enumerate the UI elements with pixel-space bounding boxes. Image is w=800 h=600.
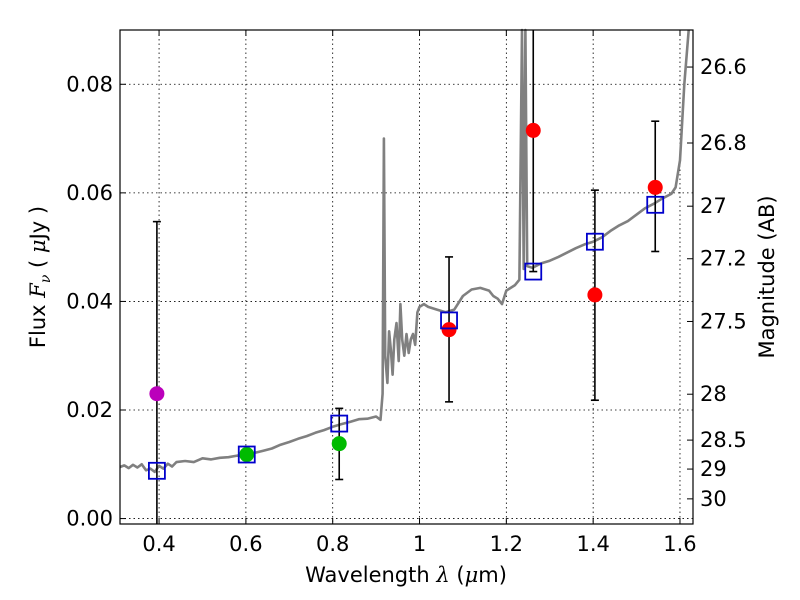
model-photometry-square xyxy=(330,414,349,433)
model-spectrum xyxy=(119,28,690,474)
y-tick-label: 0.08 xyxy=(66,72,113,96)
x-tick-label: 1.2 xyxy=(490,532,523,556)
mag-tick-label: 28 xyxy=(700,382,727,406)
observed-point xyxy=(525,122,541,138)
mag-tick-label: 29 xyxy=(700,457,727,481)
mag-tick-label: 30 xyxy=(700,487,727,511)
observed-point xyxy=(587,287,603,303)
plot-frame xyxy=(119,29,694,525)
model-photometry-square xyxy=(585,232,604,251)
x-tick-label: 0.4 xyxy=(142,532,175,556)
model-photometry-square xyxy=(147,461,166,480)
y2-axis-label: Magnitude (AB) xyxy=(755,195,779,358)
observed-point xyxy=(331,436,347,452)
model-photometry-square xyxy=(237,445,256,464)
model-photometry-square xyxy=(524,262,543,281)
model-photometry-square xyxy=(440,311,458,330)
x-tick-label: 1.4 xyxy=(576,532,609,556)
x-tick-label: 0.6 xyxy=(229,532,262,556)
mag-tick-label: 26.6 xyxy=(700,55,747,79)
mag-tick-label: 27.5 xyxy=(700,309,747,333)
x-axis-ticks: 0.4 0.6 0.8 1 1.2 1.4 1.6 xyxy=(142,30,697,556)
y-axis-label: Flux Fν ( μJy ) xyxy=(26,206,54,348)
y-axis-ticks: 0.00 0.02 0.04 0.06 0.08 xyxy=(66,72,126,531)
mag-tick-label: 28.5 xyxy=(700,428,747,452)
observed-point xyxy=(239,447,255,463)
observed-points xyxy=(149,122,663,463)
y-tick-label: 0.00 xyxy=(66,507,113,531)
x-axis-label: Wavelength λ (μm) xyxy=(305,563,507,587)
model-photometry-points xyxy=(147,195,665,480)
y-tick-label: 0.02 xyxy=(66,398,113,422)
observed-point xyxy=(647,179,663,195)
y-tick-label: 0.04 xyxy=(66,289,113,313)
observed-point xyxy=(441,322,457,338)
mag-tick-label: 27.2 xyxy=(700,247,747,271)
model-spectrum-line xyxy=(119,28,690,474)
x-tick-label: 1 xyxy=(413,532,426,556)
model-photometry-square xyxy=(646,195,665,214)
mag-tick-label: 27 xyxy=(700,194,727,218)
plot-background xyxy=(120,30,693,524)
observed-point xyxy=(149,386,165,402)
y-tick-label: 0.06 xyxy=(66,181,113,205)
mag-tick-label: 26.8 xyxy=(700,131,747,155)
x-tick-label: 1.6 xyxy=(663,532,696,556)
magnitude-axis-ticks: 26.6 26.8 27 27.2 27.5 28 28.5 29 30 xyxy=(687,55,747,511)
x-tick-label: 0.8 xyxy=(316,532,349,556)
